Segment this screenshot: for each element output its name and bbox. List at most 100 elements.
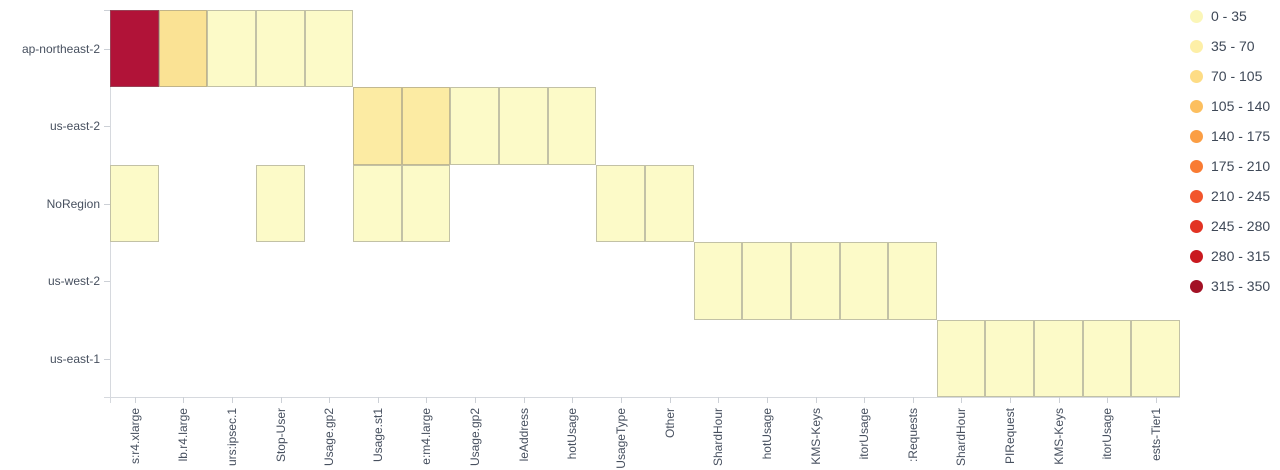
x-axis-tick [378, 397, 379, 403]
heatmap-cell[interactable] [1083, 320, 1131, 397]
y-axis-label: NoRegion [46, 197, 100, 211]
legend-item[interactable]: 315 - 350 [1190, 278, 1270, 294]
heatmap-cell[interactable] [256, 10, 305, 87]
x-axis-tick [767, 397, 768, 403]
x-axis-label: Stop-User [274, 408, 288, 463]
heatmap-cell[interactable] [110, 165, 159, 242]
x-axis-label: ests-Tier1 [1149, 408, 1163, 461]
x-axis-label: hotUsage [760, 408, 774, 460]
heatmap-cell[interactable] [742, 242, 791, 320]
x-axis-tick [864, 397, 865, 403]
x-axis-label: UsageType [614, 408, 628, 469]
x-axis-tick [475, 397, 476, 403]
x-axis-label: Usage.gp2 [322, 408, 336, 467]
legend-label: 245 - 280 [1211, 218, 1271, 234]
x-axis-label: lb.r4.large [176, 408, 190, 462]
legend-swatch-icon [1190, 69, 1203, 83]
heatmap-cell[interactable] [888, 242, 937, 320]
x-axis-tick [1059, 397, 1060, 403]
heatmap-cell[interactable] [207, 10, 256, 87]
legend-label: 105 - 140 [1211, 98, 1271, 114]
x-axis-label: leAddress [517, 408, 531, 462]
x-axis-tick [329, 397, 330, 403]
legend-item[interactable]: 175 - 210 [1190, 158, 1270, 174]
heatmap-cell[interactable] [694, 242, 742, 320]
x-axis-label: Usage.st1 [371, 408, 385, 463]
y-axis-label: ap-northeast-2 [21, 42, 100, 56]
legend-item[interactable]: 245 - 280 [1190, 218, 1270, 234]
heatmap-cell[interactable] [1131, 320, 1180, 397]
y-axis-label: us-east-2 [49, 119, 100, 133]
legend-item[interactable]: 280 - 315 [1190, 248, 1270, 264]
legend-label: 35 - 70 [1211, 38, 1255, 54]
legend-label: 315 - 350 [1211, 278, 1271, 294]
y-axis-label: us-west-2 [47, 274, 100, 288]
x-axis-label: Usage.gp2 [468, 408, 482, 467]
x-axis-label: itorUsage [857, 408, 871, 460]
heatmap-cell[interactable] [402, 165, 450, 242]
legend-label: 210 - 245 [1211, 188, 1271, 204]
x-axis-tick [135, 397, 136, 403]
legend-swatch-icon [1190, 279, 1203, 293]
x-axis-tick [524, 397, 525, 403]
legend-item[interactable]: 140 - 175 [1190, 128, 1270, 144]
x-axis-tick [670, 397, 671, 403]
legend-swatch-icon [1190, 219, 1203, 233]
heatmap-cell[interactable] [110, 10, 159, 87]
heatmap-cell[interactable] [791, 242, 840, 320]
heatmap-cell[interactable] [1034, 320, 1083, 397]
heatmap-cell[interactable] [937, 320, 985, 397]
heatmap-cell[interactable] [596, 165, 645, 242]
legend-swatch-icon [1190, 9, 1203, 23]
x-axis-label: e:m4.large [419, 408, 433, 465]
heatmap-cell[interactable] [499, 87, 548, 165]
legend-swatch-icon [1190, 39, 1203, 53]
x-axis-tick [621, 397, 622, 403]
y-axis-tick [104, 49, 110, 50]
x-axis-label: hotUsage [565, 408, 579, 460]
heatmap-cell[interactable] [402, 87, 450, 165]
x-axis-tick [961, 397, 962, 403]
legend-swatch-icon [1190, 189, 1203, 203]
x-axis-label: Other [663, 408, 677, 439]
y-axis-label: us-east-1 [49, 352, 100, 366]
x-axis-tick [1010, 397, 1011, 403]
legend-swatch-icon [1190, 249, 1203, 263]
legend-item[interactable]: 105 - 140 [1190, 98, 1270, 114]
legend-swatch-icon [1190, 99, 1203, 113]
x-axis-label: itorUsage [1100, 408, 1114, 460]
x-axis-label: s:r4.xlarge [128, 408, 142, 465]
y-axis-tick [104, 126, 110, 127]
legend-swatch-icon [1190, 159, 1203, 173]
legend-label: 280 - 315 [1211, 248, 1271, 264]
x-axis-tick [183, 397, 184, 403]
x-axis-tick [281, 397, 282, 403]
x-axis-label: KMS-Keys [809, 408, 823, 465]
x-axis-tick [1107, 397, 1108, 403]
heatmap-cell[interactable] [353, 87, 402, 165]
legend-item[interactable]: 35 - 70 [1190, 38, 1255, 54]
y-axis-tick [104, 10, 110, 11]
legend-item[interactable]: 70 - 105 [1190, 68, 1262, 84]
legend-item[interactable]: 210 - 245 [1190, 188, 1270, 204]
heatmap-cell[interactable] [159, 10, 207, 87]
heatmap-cell[interactable] [548, 87, 596, 165]
heatmap-cell[interactable] [256, 165, 305, 242]
legend-label: 70 - 105 [1211, 68, 1263, 84]
y-axis-tick [104, 204, 110, 205]
heatmap-cell[interactable] [985, 320, 1034, 397]
x-axis-label: ShardHour [954, 408, 968, 467]
y-axis-tick [104, 281, 110, 282]
legend-item[interactable]: 0 - 35 [1190, 8, 1247, 24]
x-axis-label: KMS-Keys [1052, 408, 1066, 465]
heatmap-cell[interactable] [353, 165, 402, 242]
x-axis-tick [913, 397, 914, 403]
x-axis-tick [426, 397, 427, 403]
heatmap-cell[interactable] [450, 87, 499, 165]
heatmap-cell[interactable] [840, 242, 888, 320]
x-axis-tick [718, 397, 719, 403]
heatmap-cell[interactable] [305, 10, 353, 87]
legend-label: 140 - 175 [1211, 128, 1271, 144]
x-axis-label: PIRequest [1003, 408, 1017, 465]
heatmap-cell[interactable] [645, 165, 694, 242]
